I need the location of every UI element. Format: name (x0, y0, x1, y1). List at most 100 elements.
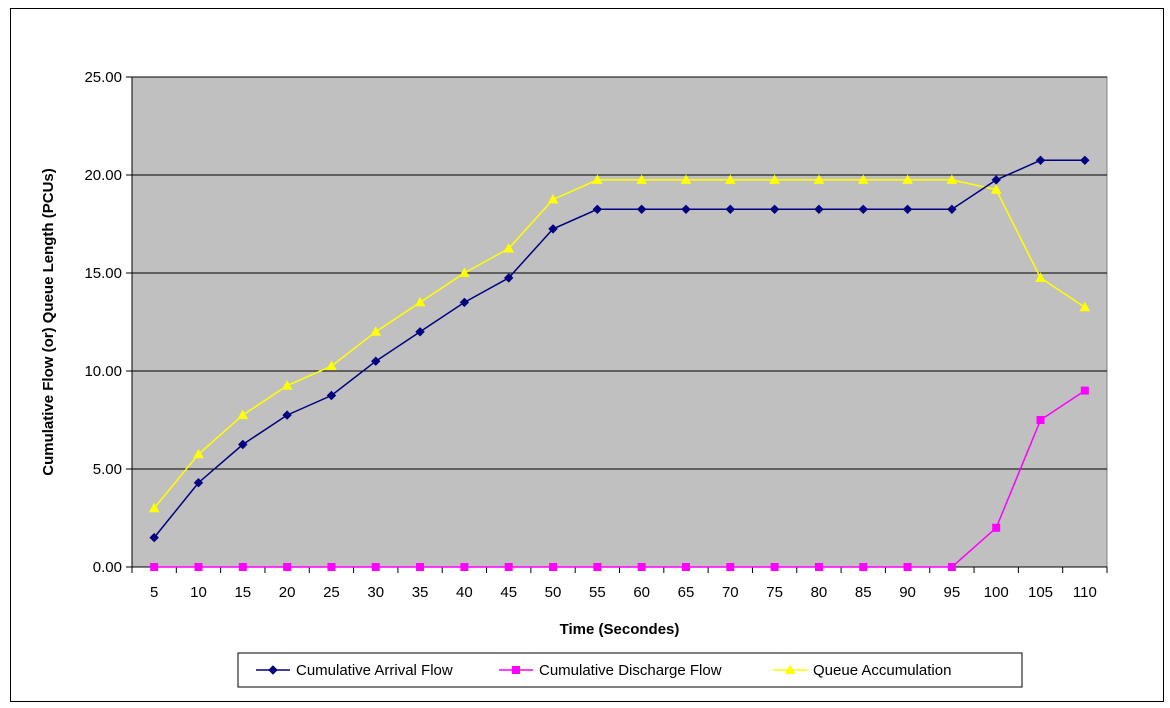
data-point (414, 296, 426, 307)
legend-box (237, 652, 1023, 688)
data-point (636, 174, 648, 184)
data-point (902, 174, 913, 184)
x-tick-label: 65 (678, 584, 695, 601)
x-tick-label: 85 (855, 584, 872, 601)
y-tick-label: 5.00 (93, 461, 122, 478)
data-point (281, 380, 293, 390)
data-point (858, 204, 868, 215)
data-point (237, 409, 249, 420)
x-tick-label: 110 (1073, 584, 1097, 601)
data-point (238, 439, 248, 450)
data-point (726, 563, 735, 571)
plot-area (131, 76, 1108, 568)
data-point (947, 563, 956, 571)
data-point (724, 174, 736, 184)
data-point (549, 563, 558, 571)
data-point (547, 193, 559, 204)
legend: Cumulative Arrival Flow Cumulative Discha… (237, 652, 1023, 688)
data-point (947, 204, 957, 215)
data-point (725, 204, 736, 215)
data-point (1080, 155, 1090, 166)
gridlines (126, 76, 1107, 568)
data-point (415, 327, 425, 337)
data-point (282, 410, 292, 420)
x-tick-label: 90 (899, 584, 916, 601)
data-point (326, 360, 337, 371)
x-tick-label: 25 (323, 584, 340, 601)
data-point (857, 174, 869, 184)
x-tick-label: 30 (367, 584, 384, 601)
data-point (1079, 301, 1091, 312)
series-queue-accumulation (148, 174, 1091, 513)
data-point (681, 563, 690, 571)
data-point (370, 326, 382, 336)
data-point (148, 502, 160, 513)
data-point (459, 267, 470, 277)
data-point (946, 174, 958, 184)
data-point (194, 563, 203, 571)
data-point (1035, 272, 1046, 282)
data-point (150, 563, 159, 571)
data-point (770, 563, 779, 571)
y-axis-title: Cumulative Flow (or) Queue Length (PCUs) (40, 168, 57, 476)
series-cumulative-discharge-flow (150, 386, 1089, 571)
data-point (814, 563, 823, 571)
data-point (814, 204, 824, 215)
data-point (992, 523, 1001, 532)
data-point (193, 448, 204, 459)
x-tick-label: 45 (500, 584, 517, 601)
series-group (148, 155, 1091, 571)
x-tick-label: 5 (150, 584, 158, 601)
x-tick-label: 80 (811, 584, 828, 601)
x-tick-label: 95 (944, 584, 961, 601)
data-point (504, 563, 513, 571)
data-point (503, 273, 514, 283)
data-point (327, 563, 336, 571)
legend-entry: Queue Accumulation (773, 662, 951, 679)
data-point (769, 174, 780, 184)
data-point (680, 174, 692, 184)
legend-label: Cumulative Arrival Flow (296, 662, 453, 679)
data-point (193, 478, 204, 488)
data-point (416, 563, 425, 571)
series-cumulative-arrival-flow (149, 155, 1090, 543)
data-point (990, 184, 1002, 194)
data-point (238, 563, 247, 571)
y-tick-label: 20.00 (84, 167, 122, 184)
data-point (592, 204, 603, 215)
data-point (903, 563, 912, 571)
y-tick-label: 25.00 (84, 69, 122, 86)
data-point (591, 174, 603, 184)
y-tick-label: 10.00 (84, 363, 122, 380)
data-point (459, 297, 470, 308)
data-point (1036, 416, 1045, 424)
data-point (593, 563, 602, 571)
x-tick-label: 20 (279, 584, 296, 601)
legend-entry: Cumulative Discharge Flow (499, 662, 722, 679)
legend-marker (784, 664, 796, 674)
y-tick-label: 0.00 (93, 559, 122, 576)
y-tick-label: 15.00 (84, 265, 122, 282)
data-point (149, 532, 159, 543)
x-tick-labels: 5 10 15 20 25 30 35 40 45 50 55 60 65 70 75 80 85 90 95 100… (150, 584, 1097, 601)
y-tick-labels: 0.00 5.00 10.00 15.00 20.00 25.00 (84, 69, 122, 576)
data-point (1080, 386, 1089, 395)
data-point (813, 174, 825, 184)
x-tick-label: 70 (722, 584, 739, 601)
x-tick-label: 55 (589, 584, 606, 601)
data-point (283, 563, 292, 571)
data-point (326, 390, 337, 401)
series-line (153, 179, 1086, 509)
legend-label: Cumulative Discharge Flow (539, 662, 722, 679)
x-tick-label: 60 (633, 584, 650, 601)
x-tick-label: 35 (412, 584, 429, 601)
legend-marker (268, 665, 278, 675)
legend-entry: Cumulative Arrival Flow (256, 662, 453, 679)
data-point (681, 204, 691, 215)
data-point (503, 242, 515, 253)
x-tick-label: 10 (190, 584, 207, 601)
data-point (371, 563, 380, 571)
data-point (460, 563, 469, 571)
legend-marker (512, 666, 520, 674)
